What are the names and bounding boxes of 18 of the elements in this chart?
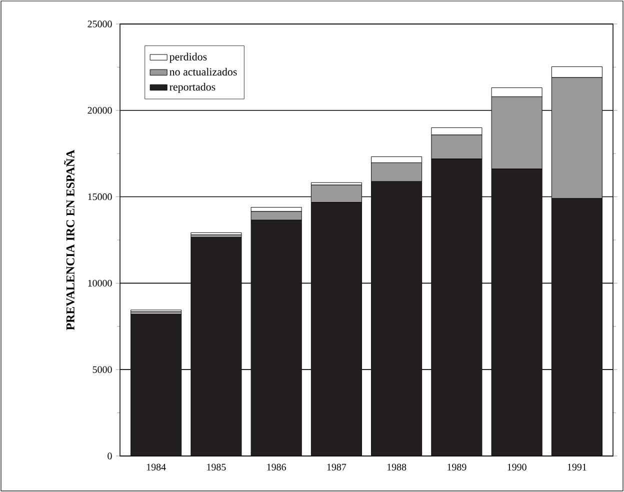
x-tick-label: 1984	[146, 464, 166, 470]
legend-label: reportados	[170, 82, 216, 93]
x-tick-label: 1988	[387, 464, 406, 470]
y-tick-label: 25000	[88, 20, 112, 28]
x-tick-label: 1990	[508, 464, 526, 470]
y-tick-label: 15000	[88, 193, 112, 200]
legend-label: perdidos	[170, 52, 207, 63]
y-tick-label: 0	[108, 452, 112, 460]
y-axis-title: PREVALENCIA IRC EN ESPAÑA	[64, 150, 74, 330]
y-tick-label: 10000	[88, 280, 112, 287]
x-tick-label: 1986	[267, 464, 286, 470]
x-tick-label: 1987	[327, 464, 346, 470]
y-tick-label: 5000	[92, 366, 112, 373]
y-tick-label: 20000	[88, 107, 112, 114]
x-tick-label: 1991	[568, 464, 586, 470]
x-tick-label: 1985	[207, 464, 226, 470]
legend-label: no actualizados	[170, 68, 237, 76]
x-tick-label: 1989	[448, 464, 466, 470]
